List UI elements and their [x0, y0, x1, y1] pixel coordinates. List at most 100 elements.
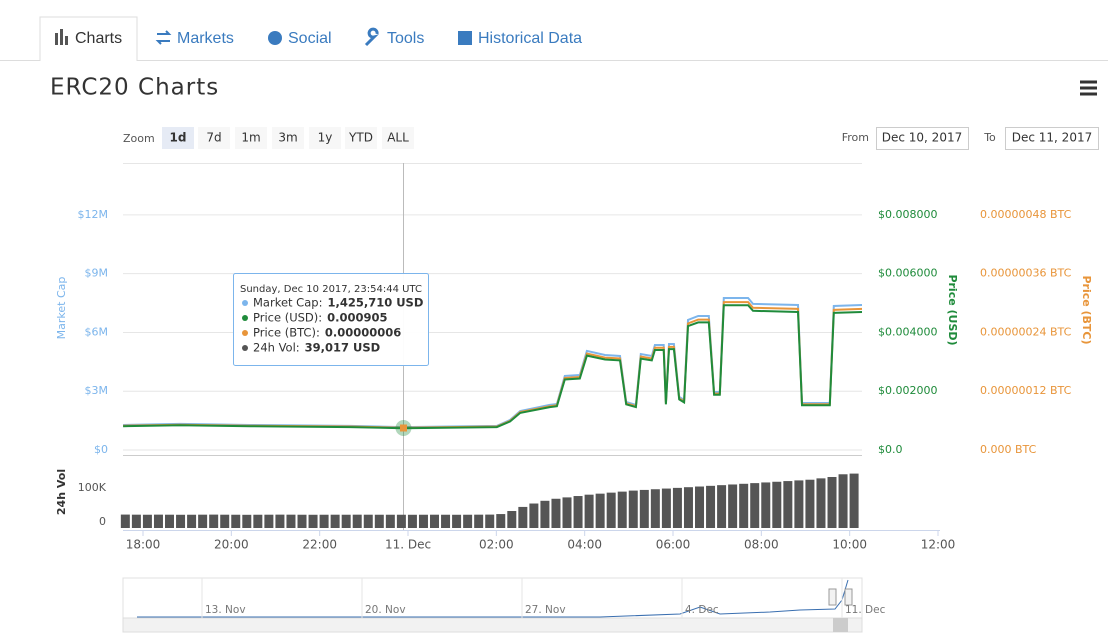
volume-bar — [131, 514, 141, 528]
scrollbar-thumb[interactable] — [833, 618, 848, 632]
volume-bar — [275, 514, 285, 528]
x-tick-label: 18:00 — [126, 538, 161, 552]
zoom-button[interactable] — [162, 127, 194, 149]
volume-bar — [242, 514, 252, 528]
tab[interactable]: Charts — [75, 30, 122, 47]
tooltip-dot — [242, 345, 248, 351]
tab[interactable]: Markets — [177, 30, 234, 47]
x-tick-label: 11. Dec — [385, 538, 431, 552]
nav-handle[interactable] — [844, 588, 853, 606]
tooltip-value: 1,425,710 USD — [327, 296, 423, 310]
volume-bar — [142, 514, 152, 528]
volume-bar — [319, 514, 329, 528]
y-tick-label: 0.00000048 BTC — [980, 208, 1072, 221]
volume-bar — [441, 514, 451, 528]
volume-bar — [595, 493, 605, 528]
y-tick-label: $0.008000 — [878, 208, 938, 221]
zoom-button[interactable] — [382, 127, 414, 149]
zoom-label: Zoom — [123, 132, 155, 145]
volume-bar — [507, 510, 517, 528]
volume-bar — [849, 473, 859, 528]
volume-bar — [584, 494, 594, 528]
volume-bar — [153, 514, 163, 528]
volume-bar — [396, 514, 406, 528]
zoom-label[interactable]: 1y — [318, 131, 333, 145]
volume-bar — [352, 514, 362, 528]
zoom-button[interactable] — [272, 127, 304, 149]
zoom-label[interactable]: 3m — [278, 131, 297, 145]
volume-bar — [187, 514, 197, 528]
volume-bar — [330, 514, 340, 528]
zoom-button[interactable] — [198, 127, 230, 149]
to-value[interactable]: Dec 11, 2017 — [1012, 131, 1092, 145]
y-tick-label: 0.00000012 BTC — [980, 384, 1072, 397]
x-tick-label: 04:00 — [567, 538, 602, 552]
volume-bar — [706, 485, 716, 528]
volume-bar — [165, 514, 175, 528]
y-tick-label: $0 — [94, 443, 108, 456]
volume-bar — [816, 478, 826, 528]
y-axis-title: Price (BTC) — [1080, 275, 1093, 344]
volume-bar — [683, 487, 693, 528]
tooltip-dot — [242, 300, 248, 306]
volume-bar — [717, 485, 727, 528]
volume-bar — [407, 514, 417, 528]
from-value[interactable]: Dec 10, 2017 — [882, 131, 962, 145]
nav-label: 11. Dec — [845, 604, 886, 616]
to-input[interactable] — [1005, 127, 1099, 150]
y-axis-title: Market Cap — [55, 277, 68, 340]
tooltip-dot — [242, 315, 248, 321]
volume-bar — [783, 481, 793, 528]
from-input[interactable] — [876, 127, 969, 150]
y-tick-label: $3M — [85, 384, 109, 397]
tooltip-label: Price (BTC): — [253, 326, 320, 340]
nav-handle[interactable] — [828, 588, 837, 606]
tooltip-value: 0.000905 — [327, 311, 387, 325]
zoom-label[interactable]: ALL — [387, 131, 409, 145]
active-tab[interactable] — [39, 16, 138, 61]
volume-bar — [695, 486, 705, 528]
zoom-button[interactable] — [345, 127, 377, 149]
tab[interactable]: Social — [288, 30, 332, 47]
y-tick-label: 100K — [78, 481, 107, 494]
volume-bar — [385, 514, 395, 528]
tab[interactable]: Historical Data — [478, 30, 582, 47]
zoom-button[interactable] — [235, 127, 267, 149]
volume-bar — [463, 514, 473, 528]
nav-label: 20. Nov — [365, 604, 406, 616]
volume-bar — [617, 491, 627, 528]
volume-bar — [430, 514, 440, 528]
zoom-label[interactable]: 7d — [206, 131, 221, 145]
volume-bar — [231, 514, 241, 528]
volume-bar — [485, 514, 495, 528]
y-tick-label: $12M — [78, 208, 109, 221]
volume-bar — [253, 514, 263, 528]
volume-bar — [198, 514, 208, 528]
volume-bar — [474, 514, 484, 528]
volume-bar — [418, 514, 428, 528]
chart-title: ERC20 Charts — [50, 75, 219, 101]
y-axis-title: 24h Vol — [55, 469, 68, 515]
y-tick-label: 0.00000036 BTC — [980, 267, 1072, 280]
y-tick-label: 0.00000024 BTC — [980, 325, 1072, 338]
zoom-label[interactable]: 1m — [241, 131, 260, 145]
volume-bar — [838, 474, 848, 528]
volume-bar — [750, 483, 760, 528]
volume-bar — [264, 514, 274, 528]
volume-bar — [540, 500, 550, 528]
zoom-label[interactable]: 1d — [170, 131, 187, 145]
volume-bar — [661, 488, 671, 528]
y-tick-label: 0.000 BTC — [980, 443, 1037, 456]
tab[interactable]: Tools — [387, 30, 424, 47]
volume-bar — [573, 496, 583, 528]
volume-bar — [639, 489, 649, 528]
zoom-label[interactable]: YTD — [348, 131, 373, 145]
scrollbar[interactable] — [122, 617, 863, 633]
zoom-button[interactable] — [309, 127, 341, 149]
menu-button[interactable] — [1080, 80, 1097, 96]
y-tick-label: $0.0 — [878, 443, 903, 456]
nav-label: 27. Nov — [525, 604, 566, 616]
volume-bar — [496, 514, 506, 528]
volume-bar — [728, 484, 738, 528]
